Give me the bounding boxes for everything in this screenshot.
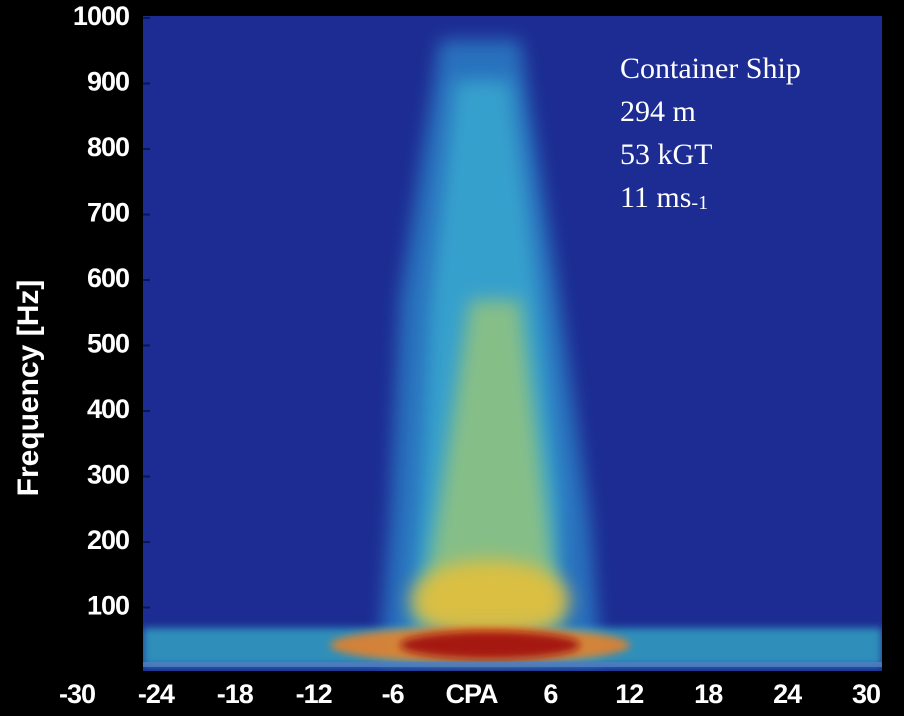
- y-tick-label: 900: [87, 67, 129, 97]
- spectrogram-texture: [143, 40, 882, 667]
- x-tick-label: -18: [217, 679, 254, 709]
- x-tick-label: 18: [694, 679, 723, 709]
- x-tick-label: 24: [773, 679, 802, 709]
- annotation-text: 294 m: [620, 95, 696, 128]
- y-tick-label: 200: [87, 525, 129, 555]
- x-tick-label: -12: [296, 679, 332, 709]
- x-tick-label: 6: [543, 679, 558, 709]
- y-tick-label: 400: [87, 394, 129, 424]
- y-axis-label: Frequency [Hz]: [12, 280, 45, 497]
- x-tick-label: -24: [138, 679, 175, 709]
- annotation: 294 m: [620, 95, 696, 128]
- x-tick-label: 12: [615, 679, 643, 709]
- y-tick-label: 600: [87, 263, 129, 293]
- x-tick-label: 30: [852, 679, 880, 709]
- x-tick-label: -30: [59, 679, 95, 709]
- annotation: 53 kGT: [620, 138, 713, 171]
- annotation-text: Container Ship: [620, 52, 801, 85]
- x-tick-label: CPA: [445, 679, 498, 709]
- y-tick-label: 300: [87, 460, 129, 490]
- annotation-text: 53 kGT: [620, 138, 713, 171]
- x-tick-label: -6: [382, 679, 405, 709]
- y-tick-label: 800: [87, 132, 129, 162]
- annotation: Container Ship: [620, 52, 801, 85]
- y-tick-label: 700: [87, 198, 129, 228]
- y-tick-label: 500: [87, 329, 129, 359]
- annotation: 11 ms-1: [620, 181, 708, 214]
- annotation-text: 11 ms: [620, 181, 691, 214]
- y-tick-label: 100: [87, 591, 129, 621]
- y-tick-label: 1000: [73, 1, 129, 31]
- annotation-subscript: -1: [691, 192, 708, 214]
